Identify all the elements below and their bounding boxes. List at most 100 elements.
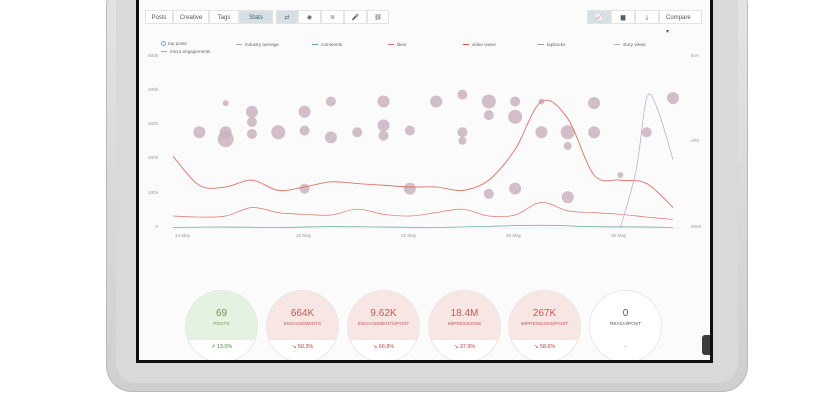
repost-icon[interactable]: ⇄ [276,10,298,24]
y-tick: 200k [148,155,158,160]
top-post-bubble[interactable] [245,105,258,118]
legend-micro-engagements[interactable]: micro engagements [161,49,210,54]
eye-icon[interactable]: ◉ [298,10,321,24]
kpi-value: 18.4M [450,308,479,319]
top-post-bubble[interactable] [509,182,522,195]
legend-story-views[interactable]: story views [614,42,646,47]
top-post-bubble[interactable] [298,105,311,118]
y-tick: 300k [148,121,158,126]
kpi-value: 69 [215,308,228,319]
top-post-bubble[interactable] [458,136,467,145]
top-post-bubble[interactable] [377,95,390,108]
top-post-bubble[interactable] [271,125,286,140]
top-post-bubble[interactable] [560,125,575,140]
download-icon[interactable]: ⤓ [635,10,659,24]
legend-swatch [463,44,469,46]
kpi-posts[interactable]: 69 POSTS ↗ 13.0% [185,290,258,360]
kpi-impressions[interactable]: 18.4M IMPRESSIONS ↘ 37.9% [428,290,501,360]
top-post-bubble[interactable] [246,128,257,139]
legend-top-posts[interactable]: top posts [161,41,187,47]
top-post-bubble[interactable] [483,188,494,199]
kpi-engagements-per-post[interactable]: 9.62K ENGAGEMENTS/POST ↘ 66.8% [347,290,420,360]
top-post-bubble[interactable] [535,126,548,139]
kpi-change: ↘ 37.9% [429,340,500,360]
y-right-tick: Aftn [691,138,700,143]
kpi-reach-per-post[interactable]: 0 REACH/POST -- [589,290,662,360]
top-post-bubble[interactable] [667,92,679,105]
legend-swatch [312,44,318,46]
legend-label: industry average [245,42,279,47]
top-post-bubble[interactable] [588,126,601,139]
link-icon[interactable]: ⛓ [367,10,389,24]
kpi-impressions-per-post[interactable]: 267K IMPRESSIONS/POST ↘ 58.6% [508,290,581,360]
legend-label: top posts [168,41,187,46]
top-post-bubble[interactable] [588,97,601,110]
y-right-tick: Morn [691,224,702,229]
tab-creative[interactable]: Creative [173,10,209,24]
top-post-bubble[interactable] [563,141,572,150]
top-post-bubble[interactable] [246,116,257,127]
kpi-change: ↘ 50.3% [267,340,338,360]
legend-label: story views [623,42,646,47]
top-post-bubble[interactable] [404,125,415,136]
legend-label: micro engagements [170,49,211,54]
series-line-video-views [172,201,674,220]
tab-stats[interactable]: Stats [239,10,273,24]
legend-comments[interactable]: comments [312,42,342,47]
legend-label: comments [321,42,343,47]
top-post-bubble[interactable] [377,119,390,132]
top-post-bubble[interactable] [561,191,574,204]
kpi-label: IMPRESSIONS/POST [520,322,569,327]
top-post-bubble[interactable] [299,183,310,194]
top-post-bubble[interactable] [378,130,389,141]
kpi-value: 664K [290,308,315,319]
legend-label: video views [472,42,496,47]
kpi-label: ENGAGEMENTS [283,322,322,327]
tab-posts[interactable]: Posts [145,10,173,24]
top-post-bubble[interactable] [352,127,363,138]
y-tick: 400k [148,87,158,92]
kpi-engagements[interactable]: 664K ENGAGEMENTS ↘ 50.3% [266,290,339,360]
bar-chart-icon[interactable]: ▆ [611,10,635,24]
top-post-bubble[interactable] [193,126,206,139]
top-post-bubble[interactable] [222,100,229,107]
top-post-bubble[interactable] [508,109,523,124]
top-post-bubble[interactable] [324,131,337,144]
toolbar: Posts Creative Tags Stats ⇄ ◉ ≋ 🎤 ⛓ 📈 ▆ … [139,10,710,35]
line-chart-icon[interactable]: 📈 [587,10,611,24]
top-post-bubble[interactable] [403,182,416,195]
legend-label: likes [397,42,407,47]
legend-likes[interactable]: likes [388,42,406,47]
series-line-story-views [620,93,674,229]
legend-video-views[interactable]: video views [463,42,496,47]
top-post-bubble[interactable] [457,89,468,100]
top-post-bubble[interactable] [510,96,521,107]
wifi-icon[interactable]: ≋ [321,10,344,24]
series-line-comments [172,224,674,228]
y-tick: 0 [155,224,158,229]
kpi-label: IMPRESSIONS [447,322,482,327]
tab-tags[interactable]: Tags [209,10,239,24]
top-posts-marker [161,41,166,47]
compare-dropdown[interactable]: Compare ▾ [659,10,702,35]
top-post-bubble[interactable] [457,127,468,138]
x-tick: 18 May [296,233,312,238]
legend-industry-average[interactable]: industry average [236,42,279,47]
top-post-bubble[interactable] [217,131,234,148]
legend-swatch [236,44,242,46]
x-tick: 14 May [175,233,191,238]
side-panel-toggle[interactable] [702,335,710,355]
x-tick: 22 May [401,233,417,238]
legend-tapbacks[interactable]: tapbacks [538,42,565,47]
top-post-bubble[interactable] [483,110,494,121]
mic-icon[interactable]: 🎤 [344,10,367,24]
top-post-bubble[interactable] [325,96,336,107]
top-post-bubble[interactable] [617,171,624,178]
kpi-change: -- [590,340,661,360]
kpi-value: 9.62K [370,308,397,319]
top-post-bubble[interactable] [481,94,496,109]
top-post-bubble[interactable] [299,125,310,136]
top-post-bubble[interactable] [641,127,652,138]
top-post-bubble[interactable] [430,95,443,108]
series-line-likes [172,99,674,208]
